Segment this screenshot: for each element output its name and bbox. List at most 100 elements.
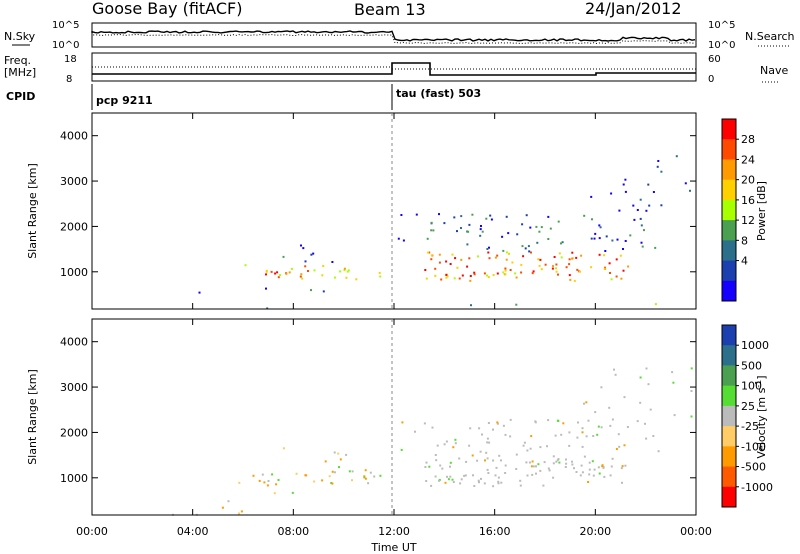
echo-cell (347, 269, 350, 272)
echo-cell (532, 270, 535, 273)
colorbar-frame (721, 324, 737, 508)
echo-cell (528, 250, 531, 253)
noise-sky-line (91, 30, 696, 42)
echo-cell (556, 419, 559, 422)
cpid-panel: CPID pcp 9211 tau (fast) 503 (6, 84, 481, 110)
echo-cell (525, 461, 528, 464)
echo-cell (343, 267, 346, 270)
echo-cell (273, 492, 276, 495)
echo-cell (477, 479, 480, 482)
echo-cell (594, 411, 597, 414)
echo-cell (515, 276, 518, 279)
echo-cell (558, 252, 561, 255)
echo-cell (509, 269, 512, 271)
echo-cell (611, 239, 614, 242)
echo-cell (477, 255, 479, 258)
echo-cell (471, 213, 474, 216)
echo-cell (591, 460, 594, 463)
echo-cell (639, 198, 642, 201)
echo-cell (304, 260, 307, 263)
echo-cell (557, 220, 560, 223)
echo-cell (622, 183, 625, 186)
power-x-ticks (91, 113, 697, 309)
echo-cell (504, 433, 507, 436)
echo-cell (267, 480, 270, 482)
power-colorbar-label: Power [dB] (755, 181, 768, 241)
colorbar-swatch (722, 280, 736, 302)
echo-cell (552, 476, 555, 479)
echo-cell (592, 435, 595, 437)
velocity-scatter (171, 367, 693, 516)
echo-cell (531, 473, 534, 476)
echo-cell (535, 225, 538, 228)
nave-label: Nave (760, 64, 788, 77)
echo-cell (486, 441, 489, 444)
echo-cell (313, 269, 316, 272)
echo-cell (537, 463, 540, 466)
echo-cell (492, 428, 494, 431)
echo-cell (565, 266, 568, 269)
echo-cell (465, 460, 468, 463)
echo-cell (504, 267, 507, 270)
echo-cell (444, 481, 447, 484)
echo-cell (573, 279, 576, 282)
echo-cell (300, 273, 303, 276)
echo-cell (502, 424, 505, 427)
echo-cell (598, 472, 601, 475)
echo-cell (310, 253, 313, 256)
echo-cell (460, 258, 463, 261)
echo-cell (486, 437, 489, 440)
echo-cell (549, 227, 552, 230)
colorbar-tick-label: 500 (741, 359, 762, 372)
echo-cell (483, 272, 486, 275)
echo-cell (636, 209, 639, 211)
echo-cell (466, 265, 469, 268)
echo-cell (624, 464, 627, 467)
colorbar-tick-label: 8 (741, 234, 748, 247)
echo-cell (438, 213, 440, 216)
echo-cell (640, 241, 643, 244)
echo-cell (494, 474, 497, 477)
echo-cell (238, 512, 240, 515)
echo-cell (486, 468, 489, 471)
echo-cell (645, 209, 648, 212)
echo-cell (337, 452, 340, 455)
echo-cell (535, 472, 537, 475)
echo-cell (266, 484, 269, 487)
echo-cell (487, 251, 490, 254)
echo-cell (626, 426, 629, 428)
echo-cell (542, 484, 545, 487)
echo-cell (428, 251, 431, 254)
echo-cell (271, 473, 274, 476)
echo-cell (611, 418, 614, 421)
colorbar-swatch (722, 220, 736, 241)
echo-cell (427, 251, 430, 254)
echo-cell (622, 269, 625, 272)
echo-cell (445, 273, 448, 276)
echo-cell (331, 470, 334, 473)
echo-cell (460, 227, 462, 229)
echo-cell (598, 224, 601, 227)
echo-cell (671, 371, 674, 374)
echo-cell (497, 476, 500, 479)
echo-cell (345, 453, 348, 456)
echo-cell (464, 474, 467, 477)
echo-cell (496, 421, 499, 424)
echo-cell (496, 254, 499, 257)
echo-cell (468, 257, 471, 260)
echo-cell (456, 230, 458, 233)
echo-cell (351, 479, 353, 482)
echo-cell (647, 383, 650, 386)
echo-cell (568, 263, 571, 266)
echo-cell (430, 229, 433, 232)
echo-cell (587, 419, 590, 422)
echo-cell (492, 485, 495, 488)
x-tick-label: 16:00 (479, 525, 511, 538)
echo-cell (530, 465, 533, 468)
echo-cell (629, 234, 632, 237)
echo-cell (430, 484, 433, 487)
y-tick-label: 4000 (60, 336, 88, 349)
echo-cell (514, 272, 517, 275)
echo-cell (568, 274, 571, 277)
